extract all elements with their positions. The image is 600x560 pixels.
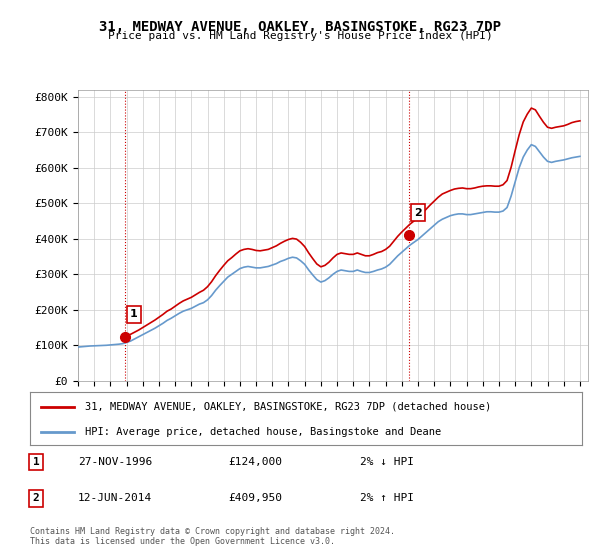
Text: 2% ↑ HPI: 2% ↑ HPI — [360, 493, 414, 503]
Text: 1: 1 — [32, 457, 40, 467]
Text: 2: 2 — [414, 208, 422, 218]
Text: 2% ↓ HPI: 2% ↓ HPI — [360, 457, 414, 467]
Text: HPI: Average price, detached house, Basingstoke and Deane: HPI: Average price, detached house, Basi… — [85, 427, 442, 437]
Text: 2: 2 — [32, 493, 40, 503]
Text: Price paid vs. HM Land Registry's House Price Index (HPI): Price paid vs. HM Land Registry's House … — [107, 31, 493, 41]
Text: 27-NOV-1996: 27-NOV-1996 — [78, 457, 152, 467]
Text: 31, MEDWAY AVENUE, OAKLEY, BASINGSTOKE, RG23 7DP: 31, MEDWAY AVENUE, OAKLEY, BASINGSTOKE, … — [99, 20, 501, 34]
Text: 1: 1 — [130, 309, 138, 319]
Text: 31, MEDWAY AVENUE, OAKLEY, BASINGSTOKE, RG23 7DP (detached house): 31, MEDWAY AVENUE, OAKLEY, BASINGSTOKE, … — [85, 402, 491, 412]
Text: £124,000: £124,000 — [228, 457, 282, 467]
Text: 12-JUN-2014: 12-JUN-2014 — [78, 493, 152, 503]
Text: Contains HM Land Registry data © Crown copyright and database right 2024.
This d: Contains HM Land Registry data © Crown c… — [30, 526, 395, 546]
Text: £409,950: £409,950 — [228, 493, 282, 503]
